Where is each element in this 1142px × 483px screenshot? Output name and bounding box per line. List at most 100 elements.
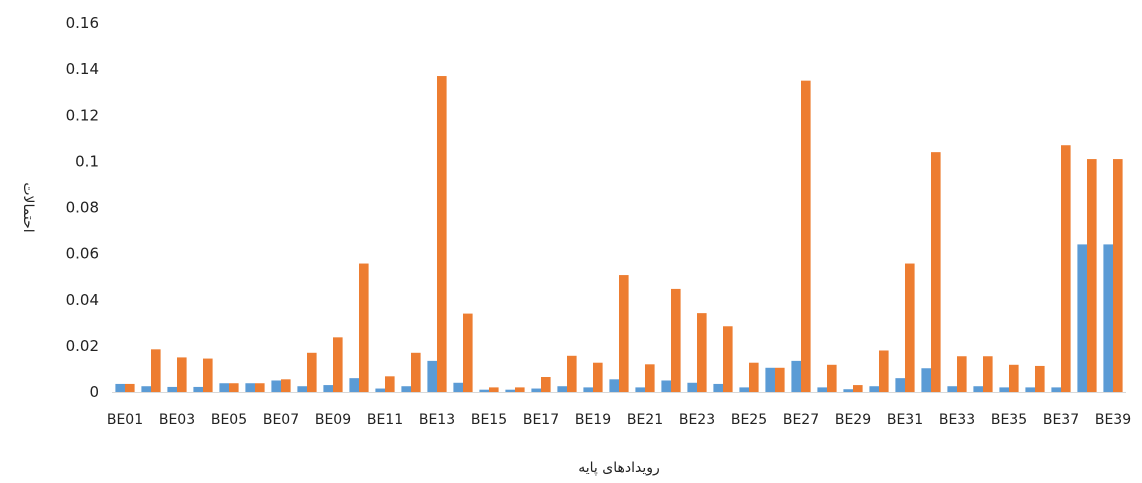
x-tick-label: BE33 <box>939 412 975 428</box>
y-tick-label: 0 <box>89 383 99 401</box>
bar-be18-series-2 <box>567 355 577 392</box>
bar-be37-series-1 <box>1051 387 1061 392</box>
bar-be36-series-2 <box>1035 365 1045 392</box>
bar-be07-series-2 <box>281 379 291 392</box>
bar-be11-series-1 <box>375 388 385 392</box>
x-tick-label: BE29 <box>835 412 871 428</box>
bar-be04-series-1 <box>193 386 203 392</box>
bar-be26-series-2 <box>775 367 785 392</box>
bar-be39-series-1 <box>1103 244 1113 392</box>
bar-be17-series-2 <box>541 377 551 392</box>
bar-be21-series-1 <box>635 387 645 392</box>
bar-be20-series-2 <box>619 275 629 392</box>
bar-be31-series-2 <box>905 263 915 392</box>
bar-be27-series-1 <box>791 360 801 392</box>
bar-be38-series-1 <box>1077 244 1087 392</box>
bar-be33-series-2 <box>957 356 967 392</box>
bar-be19-series-1 <box>583 387 593 392</box>
bar-be23-series-1 <box>687 382 697 392</box>
x-tick-label: BE27 <box>783 412 819 428</box>
bar-be32-series-2 <box>931 152 941 392</box>
x-tick-label: BE07 <box>263 412 299 428</box>
y-tick-label: 0.16 <box>66 14 99 32</box>
bar-be35-series-2 <box>1009 364 1019 392</box>
bar-be05-series-1 <box>219 383 229 392</box>
bar-be01-series-1 <box>115 383 125 392</box>
y-tick-label: 0.08 <box>66 199 99 217</box>
bar-be05-series-2 <box>229 383 239 392</box>
bar-be34-series-2 <box>983 356 993 392</box>
bars <box>115 76 1123 392</box>
x-tick-label: BE19 <box>575 412 611 428</box>
bar-be39-series-2 <box>1113 159 1123 392</box>
bar-be07-series-1 <box>271 380 281 392</box>
x-tick-label: BE39 <box>1095 412 1131 428</box>
bar-be25-series-2 <box>749 362 759 392</box>
bar-be32-series-1 <box>921 368 931 392</box>
bar-be06-series-1 <box>245 383 255 392</box>
bar-be03-series-2 <box>177 357 187 392</box>
x-tick-label: BE35 <box>991 412 1027 428</box>
bar-be29-series-1 <box>843 389 853 392</box>
x-tick-label: BE03 <box>159 412 195 428</box>
bar-be01-series-2 <box>125 383 135 392</box>
bar-be12-series-2 <box>411 352 421 392</box>
bar-be30-series-1 <box>869 386 879 392</box>
bar-be02-series-1 <box>141 386 151 392</box>
bar-be04-series-2 <box>203 358 213 392</box>
bar-be02-series-2 <box>151 349 161 392</box>
x-tick-label: BE21 <box>627 412 663 428</box>
bar-be08-series-1 <box>297 386 307 392</box>
bar-be19-series-2 <box>593 362 603 392</box>
bar-be20-series-1 <box>609 379 619 392</box>
bar-be11-series-2 <box>385 376 395 392</box>
bar-be24-series-1 <box>713 383 723 392</box>
bar-be17-series-1 <box>531 388 541 392</box>
bar-be29-series-2 <box>853 385 863 392</box>
bar-be16-series-2 <box>515 387 525 392</box>
bar-be24-series-2 <box>723 326 733 392</box>
x-tick-label: BE15 <box>471 412 507 428</box>
x-tick-label: BE05 <box>211 412 247 428</box>
bar-be14-series-2 <box>463 313 473 392</box>
x-tick-label: BE25 <box>731 412 767 428</box>
bar-be26-series-1 <box>765 367 775 392</box>
y-tick-label: 0.1 <box>75 152 99 170</box>
bar-be18-series-1 <box>557 386 567 392</box>
bar-be06-series-2 <box>255 383 265 392</box>
y-tick-label: 0.04 <box>66 291 99 309</box>
bar-be14-series-1 <box>453 382 463 392</box>
bar-be12-series-1 <box>401 386 411 392</box>
bar-be15-series-1 <box>479 389 489 392</box>
bar-be22-series-1 <box>661 380 671 392</box>
bar-be38-series-2 <box>1087 159 1097 392</box>
x-axis-title: رویدادهای پایه <box>578 460 660 476</box>
y-axis-title: احتمالات <box>20 182 36 232</box>
bar-be37-series-2 <box>1061 145 1071 392</box>
bar-be13-series-2 <box>437 76 447 392</box>
y-tick-label: 0.12 <box>66 106 99 124</box>
x-axis-ticks: BE01 BE03 BE05 BE07 BE09 BE11 BE13 BE15 BE17 BE19… <box>107 412 1131 428</box>
bar-be28-series-2 <box>827 364 837 392</box>
bar-be13-series-1 <box>427 360 437 392</box>
x-tick-label: BE13 <box>419 412 455 428</box>
bar-be09-series-1 <box>323 385 333 392</box>
bar-be35-series-1 <box>999 387 1009 392</box>
bar-be15-series-2 <box>489 387 499 392</box>
y-tick-label: 0.06 <box>66 245 99 263</box>
bar-be25-series-1 <box>739 387 749 392</box>
bar-be03-series-1 <box>167 386 177 392</box>
y-tick-label: 0.02 <box>66 337 99 355</box>
y-tick-label: 0.14 <box>66 60 99 78</box>
bar-be34-series-1 <box>973 386 983 392</box>
x-tick-label: BE17 <box>523 412 559 428</box>
bar-be30-series-2 <box>879 350 889 392</box>
bar-be28-series-1 <box>817 387 827 392</box>
y-axis-ticks: 0 0.02 0.04 0.06 0.08 0.1 0.12 0.14 0.16 <box>66 14 99 401</box>
bar-be36-series-1 <box>1025 387 1035 392</box>
bar-be31-series-1 <box>895 378 905 392</box>
x-tick-label: BE09 <box>315 412 351 428</box>
bar-be22-series-2 <box>671 288 681 392</box>
bar-be10-series-2 <box>359 263 369 392</box>
